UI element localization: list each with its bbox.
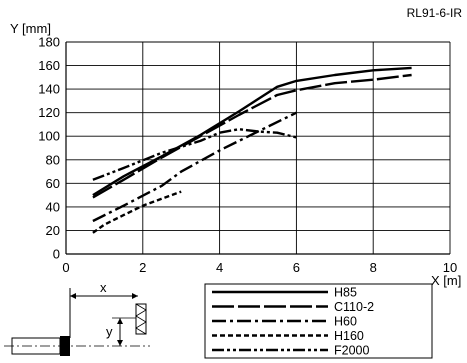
setup-diagram (4, 288, 150, 356)
x-tick-label: 2 (139, 260, 146, 275)
y-tick-label: 100 (38, 129, 60, 144)
y-tick-label: 80 (46, 152, 60, 167)
diagram-y-label: y (106, 324, 113, 339)
diagram-arrow-left (70, 293, 76, 299)
legend-label-h160: H160 (334, 329, 364, 343)
y-tick-label: 160 (38, 58, 60, 73)
x-tick-label: 0 (62, 260, 69, 275)
y-tick-label: 0 (53, 247, 60, 262)
y-tick-label: 40 (46, 199, 60, 214)
y-tick-label: 20 (46, 223, 60, 238)
x-tick-label: 8 (370, 260, 377, 275)
x-axis-label: X [m] (431, 273, 461, 288)
x-tick-label: 4 (216, 260, 223, 275)
grid (65, 41, 451, 255)
x-tick-label: 10 (443, 260, 457, 275)
y-axis-label: Y [mm] (10, 21, 51, 36)
legend-label-h60: H60 (334, 315, 357, 329)
legend-label-h85: H85 (334, 286, 357, 300)
series-line-h60 (92, 111, 297, 223)
diagram-x-label: x (100, 280, 107, 295)
y-tick-label: 140 (38, 82, 60, 97)
legend-label-f2000: F2000 (334, 344, 369, 358)
series-line-c110-2 (92, 73, 412, 199)
legend-label-c110-2: C110-2 (334, 300, 374, 314)
diagram-arrow-down (117, 340, 123, 346)
y-tick-label: 180 (38, 35, 60, 50)
series-line-f2000 (92, 127, 297, 181)
series-line-h85 (92, 66, 412, 197)
data-lines (92, 66, 412, 234)
y-tick-labels: 0 20 40 60 80 100 120 140 160 180 (38, 35, 60, 262)
diagram-reflector (135, 303, 147, 335)
y-tick-label: 60 (46, 176, 60, 191)
diagram-reflector-hatch (135, 303, 147, 335)
diagram-arrow-up (117, 318, 123, 324)
x-tick-label: 6 (293, 260, 300, 275)
figure-code: RL91-6-IR (407, 6, 463, 20)
series-line-h160 (92, 190, 182, 234)
x-tick-labels: 0 2 4 6 8 10 (62, 260, 457, 275)
y-tick-label: 120 (38, 105, 60, 120)
diagram-arrow-right (132, 293, 138, 299)
